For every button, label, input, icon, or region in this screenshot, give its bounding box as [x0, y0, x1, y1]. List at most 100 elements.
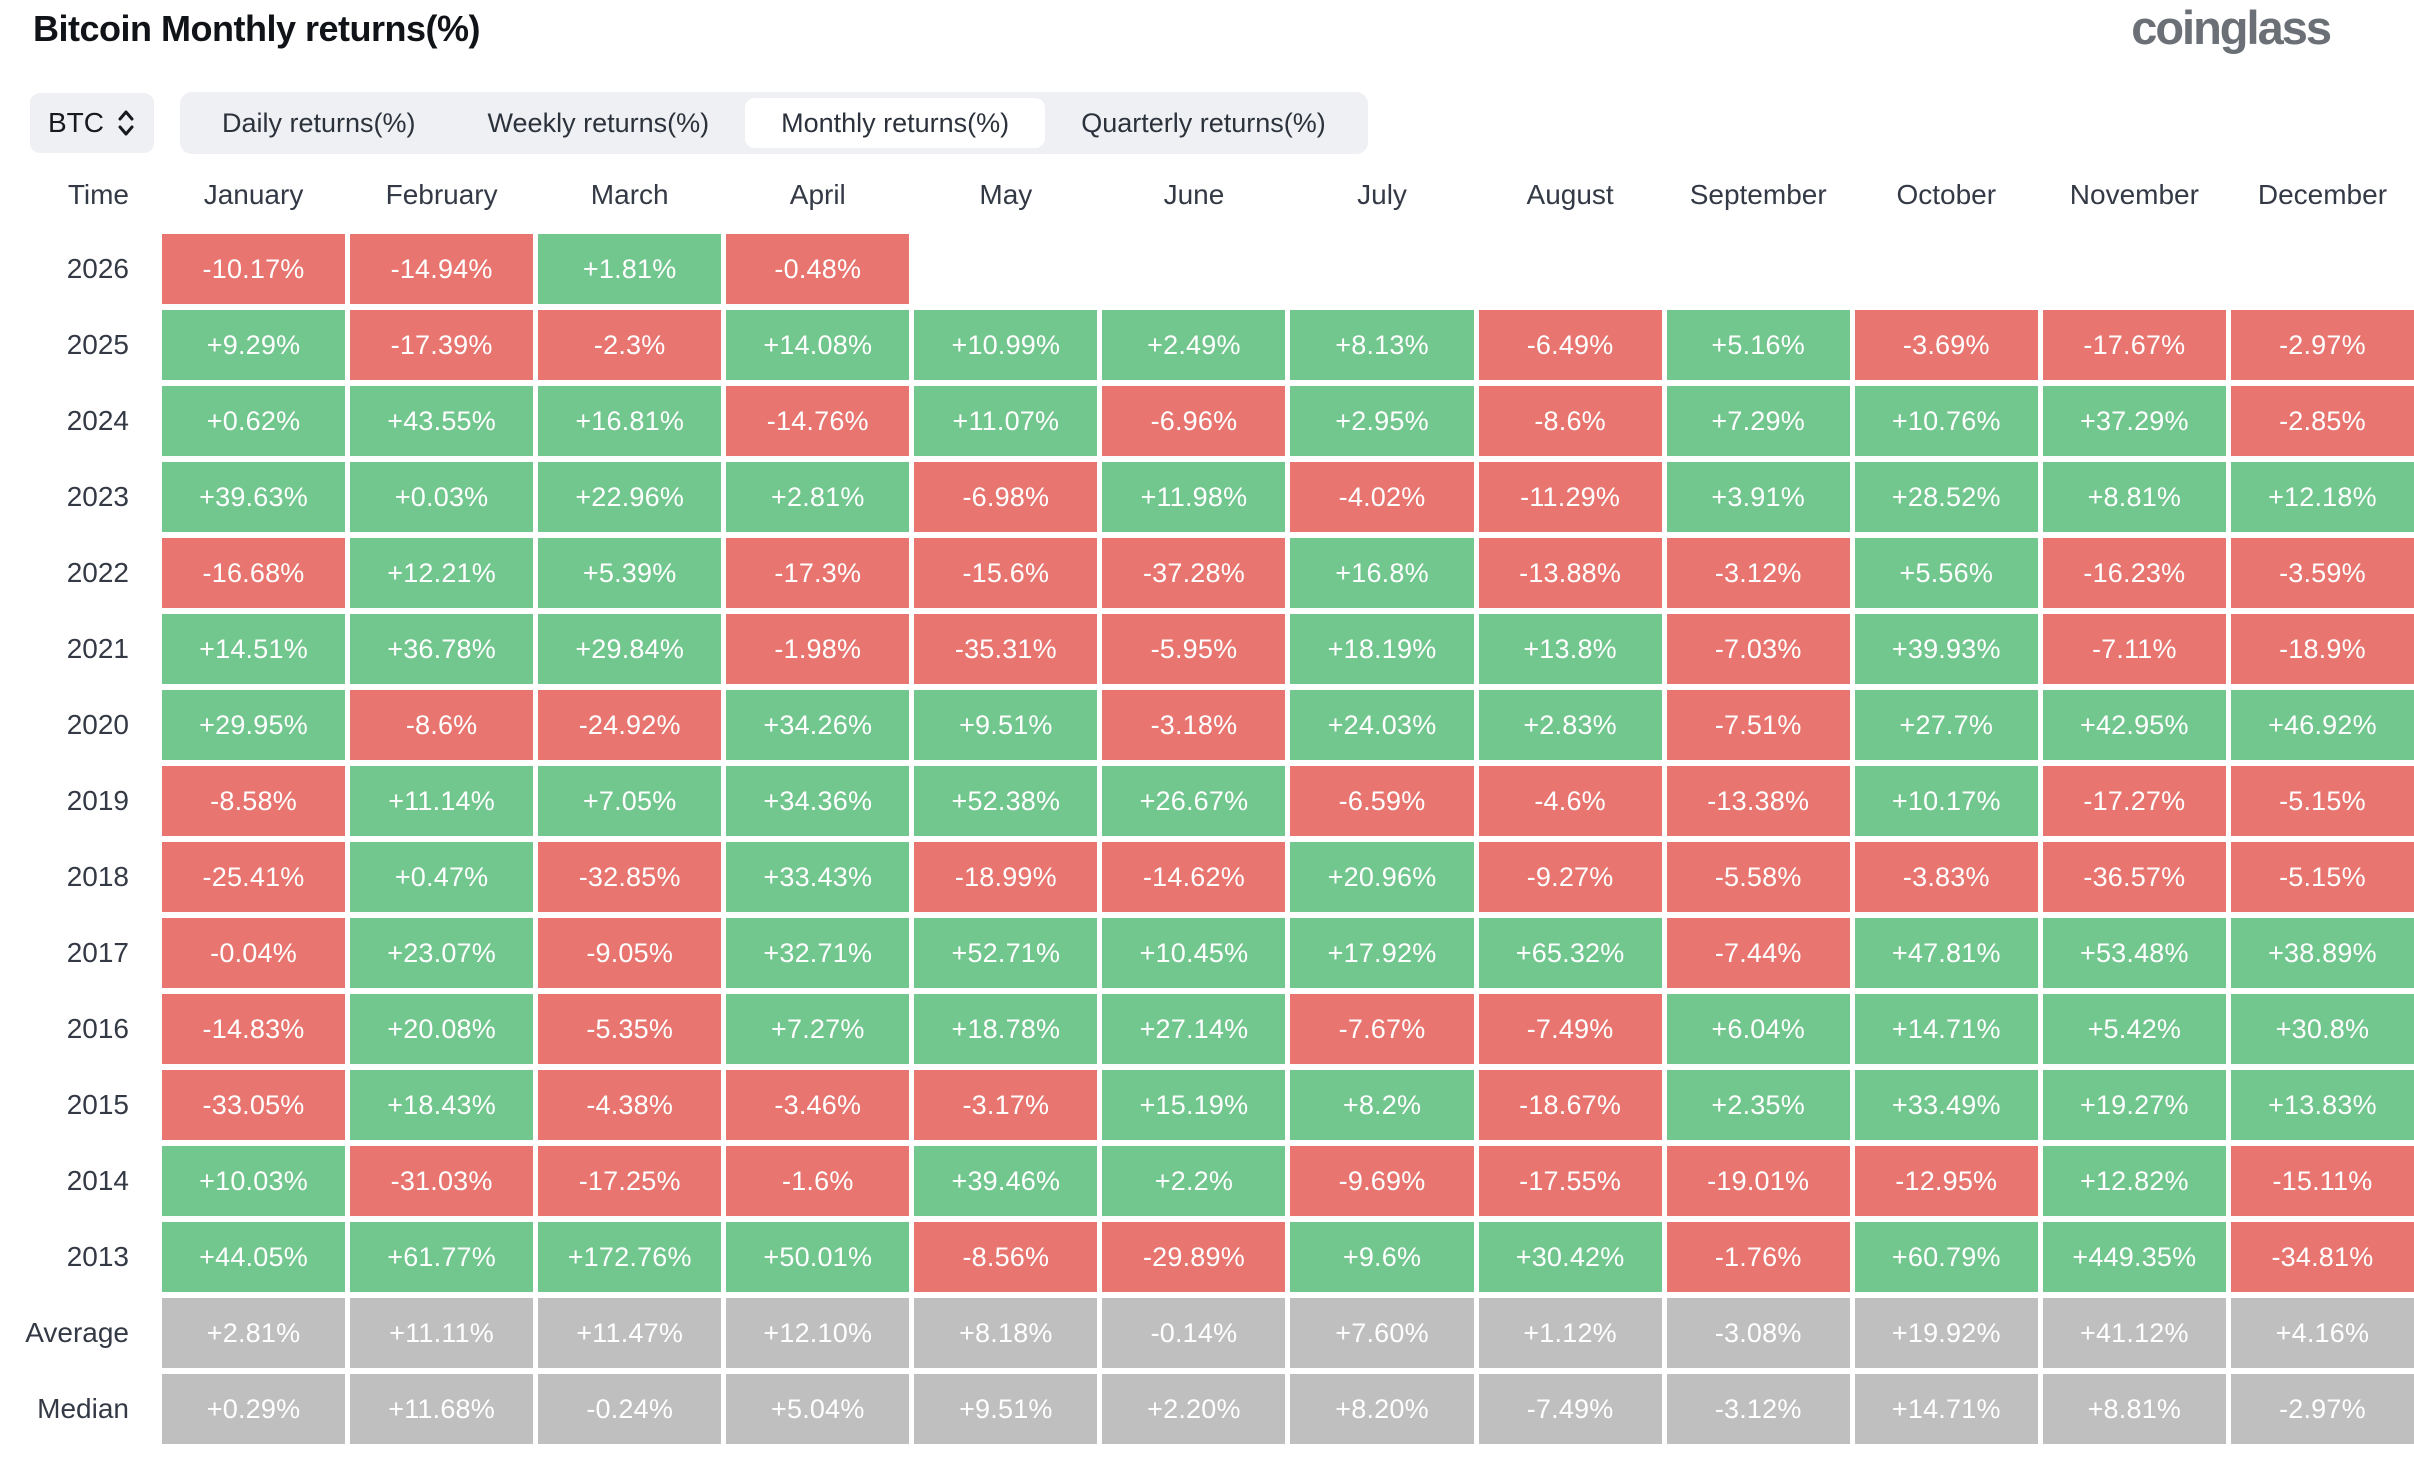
tab-monthly-returns[interactable]: Monthly returns(%) [745, 98, 1046, 148]
return-cell-2014-july: -9.69% [1290, 1146, 1474, 1216]
return-cell-2020-november: +42.95% [2042, 690, 2226, 760]
return-cell-median-july: +8.20% [1290, 1374, 1474, 1444]
return-cell-2018-october: -3.83% [1854, 842, 2038, 912]
tab-quarterly-returns[interactable]: Quarterly returns(%) [1081, 107, 1326, 138]
return-cell-2020-december: +46.92% [2230, 690, 2414, 760]
return-cell-2019-september: -13.38% [1666, 766, 1850, 836]
return-cell-median-december: -2.97% [2230, 1374, 2414, 1444]
return-cell-2015-november: +19.27% [2042, 1070, 2226, 1140]
return-cell-2022-february: +12.21% [350, 538, 534, 608]
return-cell-2014-september: -19.01% [1666, 1146, 1850, 1216]
column-header-october: October [1896, 179, 1997, 210]
return-cell-2014-december: -15.11% [2230, 1146, 2414, 1216]
return-cell-2023-august: -11.29% [1478, 462, 1662, 532]
return-cell-2018-september: -5.58% [1666, 842, 1850, 912]
return-cell-2018-november: -36.57% [2042, 842, 2226, 912]
return-cell-median-february: +11.68% [350, 1374, 534, 1444]
return-cell-2013-november: +449.35% [2042, 1222, 2226, 1292]
return-cell-2024-may: +11.07% [914, 386, 1098, 456]
return-cell-2023-december: +12.18% [2230, 462, 2414, 532]
return-cell-2025-december: -2.97% [2230, 310, 2414, 380]
return-cell-2013-january: +44.05% [162, 1222, 346, 1292]
return-cell-2017-may: +52.71% [914, 918, 1098, 988]
return-cell-2025-february: -17.39% [350, 310, 534, 380]
return-cell-2018-may: -18.99% [914, 842, 1098, 912]
return-cell-average-may: +8.18% [914, 1298, 1098, 1368]
return-cell-2018-february: +0.47% [350, 842, 534, 912]
return-cell-2018-august: -9.27% [1478, 842, 1662, 912]
return-cell-2017-october: +47.81% [1854, 918, 2038, 988]
column-header-february: February [385, 179, 498, 210]
return-cell-2013-october: +60.79% [1854, 1222, 2038, 1292]
return-cell-2014-august: -17.55% [1478, 1146, 1662, 1216]
return-cell-2016-march: -5.35% [538, 994, 722, 1064]
return-cell-2022-january: -16.68% [162, 538, 346, 608]
return-cell-2026-october [1855, 234, 2038, 304]
return-cell-2026-may [914, 234, 1097, 304]
row-label-2020: 2020 [66, 709, 129, 740]
row-label-2014: 2014 [66, 1165, 129, 1196]
return-cell-2024-october: +10.76% [1854, 386, 2038, 456]
return-cell-average-august: +1.12% [1478, 1298, 1662, 1368]
return-cell-2013-september: -1.76% [1666, 1222, 1850, 1292]
return-cell-2024-january: +0.62% [162, 386, 346, 456]
return-cell-2018-april: +33.43% [726, 842, 910, 912]
return-cell-2024-february: +43.55% [350, 386, 534, 456]
row-label-average: Average [25, 1317, 129, 1348]
column-header-time: Time [67, 179, 129, 210]
return-cell-2017-march: -9.05% [538, 918, 722, 988]
return-cell-2018-july: +20.96% [1290, 842, 1474, 912]
return-cell-2023-september: +3.91% [1666, 462, 1850, 532]
return-cell-2023-june: +11.98% [1102, 462, 1286, 532]
return-cell-2013-march: +172.76% [538, 1222, 722, 1292]
return-cell-2016-april: +7.27% [726, 994, 910, 1064]
return-cell-2022-august: -13.88% [1478, 538, 1662, 608]
return-cell-2015-july: +8.2% [1290, 1070, 1474, 1140]
return-cell-2017-april: +32.71% [726, 918, 910, 988]
row-label-2021: 2021 [66, 633, 129, 664]
return-cell-2014-november: +12.82% [2042, 1146, 2226, 1216]
return-cell-2022-november: -16.23% [2042, 538, 2226, 608]
return-cell-2021-december: -18.9% [2230, 614, 2414, 684]
return-cell-2020-august: +2.83% [1478, 690, 1662, 760]
return-cell-2025-october: -3.69% [1854, 310, 2038, 380]
symbol-selector[interactable]: BTC [30, 93, 154, 153]
return-cell-median-september: -3.12% [1666, 1374, 1850, 1444]
return-cell-2021-july: +18.19% [1290, 614, 1474, 684]
return-cell-2023-april: +2.81% [726, 462, 910, 532]
return-cell-2023-july: -4.02% [1290, 462, 1474, 532]
row-label-2019: 2019 [66, 785, 129, 816]
return-cell-2015-may: -3.17% [914, 1070, 1098, 1140]
return-cell-median-august: -7.49% [1478, 1374, 1662, 1444]
return-cell-2025-march: -2.3% [538, 310, 722, 380]
return-cell-2024-july: +2.95% [1290, 386, 1474, 456]
return-cell-2016-january: -14.83% [162, 994, 346, 1064]
return-cell-2021-february: +36.78% [350, 614, 534, 684]
return-cell-2020-october: +27.7% [1854, 690, 2038, 760]
row-label-2018: 2018 [66, 861, 129, 892]
return-cell-2020-june: -3.18% [1102, 690, 1286, 760]
tab-daily-returns[interactable]: Daily returns(%) [222, 107, 416, 138]
return-cell-2026-november [2043, 234, 2226, 304]
return-cell-2026-september [1667, 234, 1850, 304]
return-cell-2017-february: +23.07% [350, 918, 534, 988]
tab-weekly-returns[interactable]: Weekly returns(%) [487, 107, 710, 138]
return-cell-2024-december: -2.85% [2230, 386, 2414, 456]
return-cell-2019-june: +26.67% [1102, 766, 1286, 836]
return-cell-average-july: +7.60% [1290, 1298, 1474, 1368]
return-cell-median-november: +8.81% [2042, 1374, 2226, 1444]
return-cell-2016-september: +6.04% [1666, 994, 1850, 1064]
return-cell-2023-february: +0.03% [350, 462, 534, 532]
return-cell-2015-september: +2.35% [1666, 1070, 1850, 1140]
column-header-may: May [979, 179, 1033, 210]
return-cell-2020-july: +24.03% [1290, 690, 1474, 760]
return-cell-2023-november: +8.81% [2042, 462, 2226, 532]
return-cell-2014-may: +39.46% [914, 1146, 1098, 1216]
return-cell-average-september: -3.08% [1666, 1298, 1850, 1368]
return-cell-2014-october: -12.95% [1854, 1146, 2038, 1216]
column-header-september: September [1689, 179, 1827, 210]
column-header-march: March [590, 179, 669, 210]
return-cell-2015-january: -33.05% [162, 1070, 346, 1140]
return-cell-2025-january: +9.29% [162, 310, 346, 380]
return-cell-2014-january: +10.03% [162, 1146, 346, 1216]
